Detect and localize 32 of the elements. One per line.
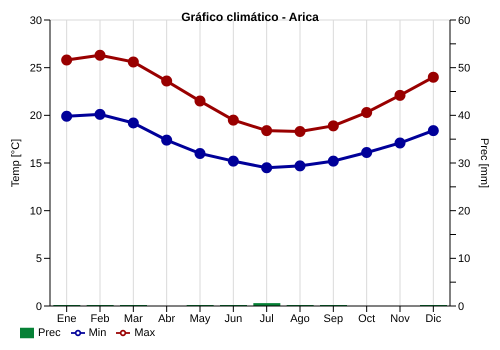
x-tick-label: Feb xyxy=(90,312,110,325)
x-tick-label: Oct xyxy=(358,312,376,325)
x-tick-label: Dic xyxy=(425,312,442,325)
y-tick-label: 20 xyxy=(30,110,42,122)
x-tick-label: Mar xyxy=(124,312,144,325)
x-tick-label: Ago xyxy=(290,312,310,325)
x-tick-label: May xyxy=(190,312,211,325)
y-tick-label: 30 xyxy=(30,14,42,27)
y2-tick-label: 0 xyxy=(458,300,464,313)
y-tick-label: 0 xyxy=(36,300,42,313)
y2-tick-label: 30 xyxy=(458,158,470,170)
x-tick-label: Ene xyxy=(56,312,76,325)
y2-tick-label: 40 xyxy=(458,110,470,122)
chart-title: Gráfico climático - Arica xyxy=(181,10,319,24)
y2-tick-label: 50 xyxy=(458,62,470,75)
y2-tick-label: 20 xyxy=(458,206,470,218)
y2-tick-label: 10 xyxy=(458,253,470,266)
x-tick-label: Nov xyxy=(390,312,410,325)
y-axis-title: Temp [°C] xyxy=(10,138,22,188)
x-tick-label: Jul xyxy=(260,312,274,325)
y-tick-label: 25 xyxy=(30,62,42,75)
y2-axis-title: Prec [mm] xyxy=(478,138,490,188)
legend-label: Min xyxy=(88,326,106,339)
legend-label: Prec xyxy=(38,326,61,339)
y-tick-label: 10 xyxy=(30,206,42,218)
x-tick-label: Jun xyxy=(224,312,242,325)
legend-label: Max xyxy=(134,326,156,339)
x-tick-label: Sep xyxy=(324,312,344,325)
y-tick-label: 5 xyxy=(36,253,42,266)
x-tick-label: Abr xyxy=(158,312,176,325)
y2-tick-label: 60 xyxy=(458,14,470,27)
y-tick-label: 15 xyxy=(30,158,42,170)
